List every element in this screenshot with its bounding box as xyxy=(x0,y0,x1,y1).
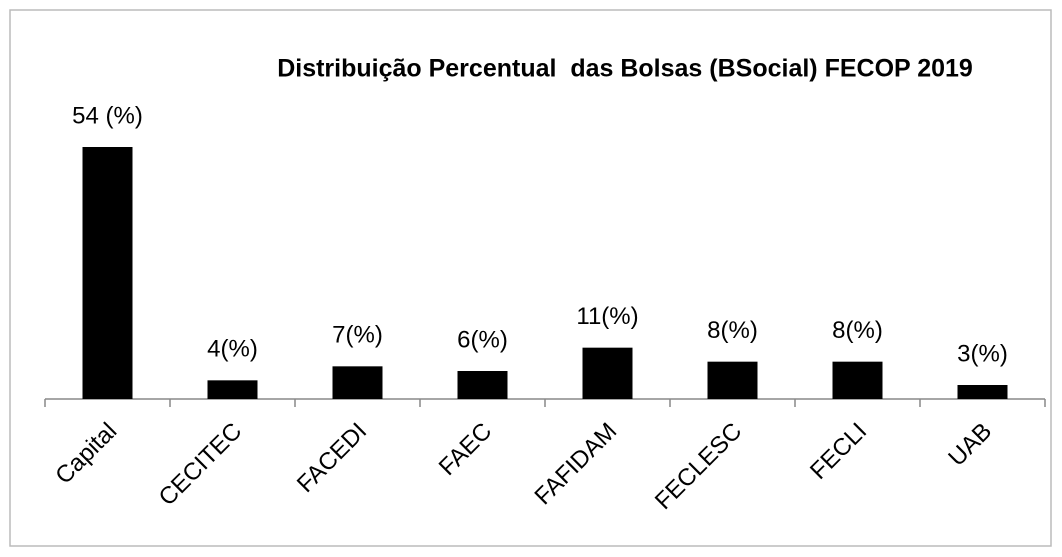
data-label: 7(%) xyxy=(332,322,383,349)
chart-title: Distribuição Percentual das Bolsas (BSoc… xyxy=(277,55,973,83)
data-label: 6(%) xyxy=(457,326,508,353)
data-label: 3(%) xyxy=(957,340,1008,367)
bar xyxy=(582,347,633,399)
data-label: 54 (%) xyxy=(72,102,143,129)
bar xyxy=(82,147,133,399)
bar xyxy=(207,380,258,399)
bar xyxy=(457,371,508,399)
bar xyxy=(832,361,883,399)
bar xyxy=(957,385,1008,399)
data-label: 4(%) xyxy=(207,336,258,363)
chart-border xyxy=(9,9,1052,547)
bar xyxy=(332,366,383,399)
data-label: 8(%) xyxy=(832,317,883,344)
bar xyxy=(707,361,758,399)
data-label: 8(%) xyxy=(707,317,758,344)
data-label: 11(%) xyxy=(576,303,638,330)
